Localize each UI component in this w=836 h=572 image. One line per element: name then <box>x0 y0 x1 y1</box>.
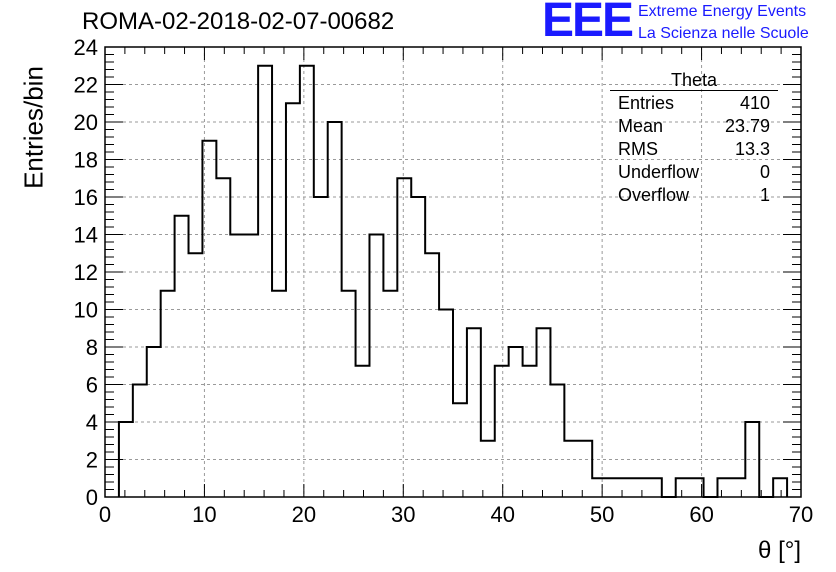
histogram-bar <box>161 291 175 497</box>
y-tick-label: 22 <box>74 73 98 98</box>
histogram-bar <box>230 235 244 498</box>
stats-box: Theta Entries 410 Mean 23.79 RMS 13.3 Un… <box>610 70 778 207</box>
stats-label: Entries <box>618 93 675 113</box>
stats-label: Underflow <box>618 162 700 182</box>
y-tick-label: 2 <box>86 448 98 473</box>
histogram-bar <box>773 478 787 497</box>
stats-value: 0 <box>759 162 770 182</box>
stats-value: 23.79 <box>724 116 770 136</box>
stats-row-entries: Entries 410 <box>610 92 778 115</box>
x-tick-label: 60 <box>689 502 713 527</box>
x-tick-label: 0 <box>99 502 111 527</box>
histogram-bar <box>383 291 397 497</box>
y-axis-label: Entries/bin <box>18 66 49 189</box>
stats-value: 1 <box>759 185 770 205</box>
histogram-bar <box>537 328 551 497</box>
histogram-bar <box>425 253 439 497</box>
stats-row-overflow: Overflow 1 <box>610 184 778 207</box>
x-tick-label: 20 <box>292 502 316 527</box>
x-tick-label: 10 <box>192 502 216 527</box>
histogram-bar <box>481 441 495 497</box>
y-tick-label: 10 <box>74 298 98 323</box>
histogram-bar <box>300 66 314 497</box>
stats-title: Theta <box>610 70 778 91</box>
run-title: ROMA-02-2018-02-07-00682 <box>82 8 395 35</box>
histogram-bar <box>717 478 731 497</box>
y-tick-label: 14 <box>74 223 98 248</box>
histogram-bar <box>439 310 453 498</box>
histogram-bar <box>495 366 509 497</box>
y-tick-label: 0 <box>86 485 98 510</box>
histogram-bar <box>731 478 745 497</box>
y-tick-label: 6 <box>86 373 98 398</box>
stats-label: Overflow <box>618 185 690 205</box>
stats-label: Mean <box>618 116 664 136</box>
axis-ticks <box>104 46 802 498</box>
x-tick-label: 70 <box>789 502 813 527</box>
y-tick-label: 12 <box>74 260 98 285</box>
y-tick-label: 4 <box>86 410 98 435</box>
histogram-bar <box>564 441 578 497</box>
y-tick-label: 8 <box>86 335 98 360</box>
logo-line-1: Extreme Energy Events <box>638 3 807 20</box>
histogram-bar <box>286 103 300 497</box>
histogram-bar <box>634 478 648 497</box>
x-tick-label: 40 <box>490 502 514 527</box>
histogram-bar <box>369 235 383 498</box>
y-tick-label: 18 <box>74 148 98 173</box>
eee-logo: EEE Extreme Energy Events La Scienza nel… <box>542 0 832 47</box>
y-tick-label: 24 <box>74 35 98 60</box>
histogram-bar <box>523 366 537 497</box>
histogram-bar <box>244 235 258 498</box>
histogram-bar <box>133 385 147 498</box>
histogram-bars <box>117 64 789 498</box>
stats-row-mean: Mean 23.79 <box>610 115 778 138</box>
stats-value: 13.3 <box>734 139 770 159</box>
histogram-bar <box>272 291 286 497</box>
x-axis-label: θ [°] <box>758 537 801 564</box>
x-tick-label: 50 <box>590 502 614 527</box>
stats-label: RMS <box>618 139 658 159</box>
histogram-bar <box>467 328 481 497</box>
histogram-bar <box>578 441 592 497</box>
histogram-bar <box>189 253 203 497</box>
histogram-bar <box>175 216 189 497</box>
histogram-outline <box>117 64 789 498</box>
logo-mark: EEE <box>542 0 634 47</box>
histogram-bar <box>356 366 370 497</box>
stats-row-underflow: Underflow 0 <box>610 161 778 184</box>
y-tick-label: 16 <box>74 185 98 210</box>
y-tick-label: 20 <box>74 110 98 135</box>
stats-value: 410 <box>739 93 770 113</box>
histogram-bar <box>342 291 356 497</box>
x-tick-label: 30 <box>391 502 415 527</box>
histogram-bar <box>592 478 606 497</box>
histogram-bar <box>216 178 230 497</box>
logo-line-2: La Scienza nelle Scuole <box>638 25 809 42</box>
histogram-bar <box>676 478 690 497</box>
histogram-bar <box>606 478 620 497</box>
histogram-bar <box>258 66 272 497</box>
stats-row-rms: RMS 13.3 <box>610 138 778 161</box>
histogram-bar <box>397 178 411 497</box>
histogram-bar <box>648 478 662 497</box>
histogram-bar <box>550 385 564 498</box>
histogram-bar <box>453 403 467 497</box>
